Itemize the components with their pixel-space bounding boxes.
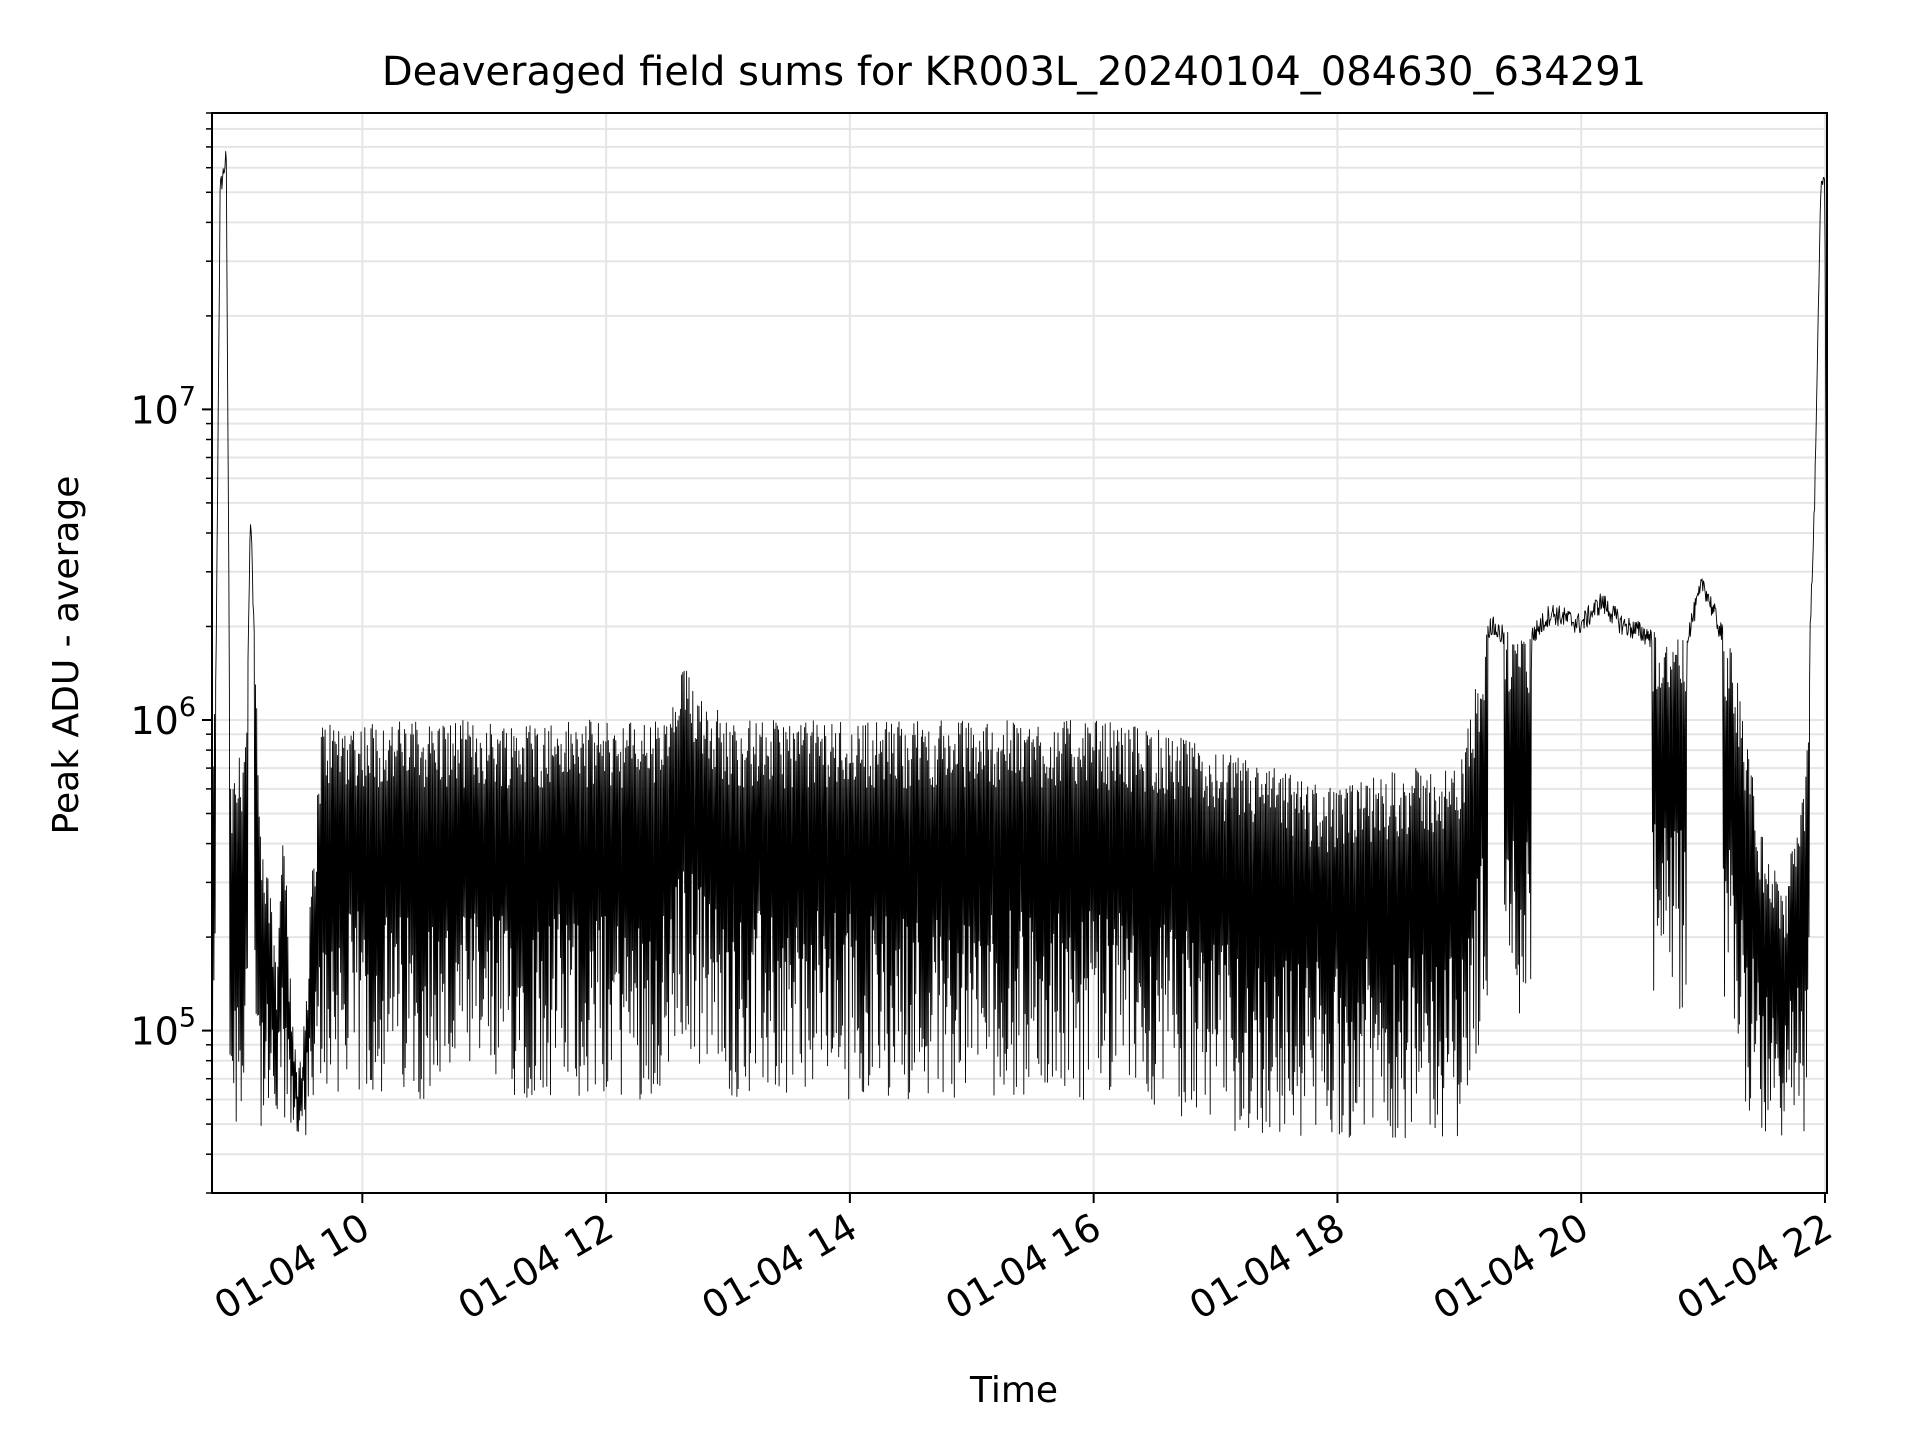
series-line xyxy=(211,151,1828,1139)
plot-frame xyxy=(211,112,1828,1194)
y-tick-label: 106 xyxy=(130,692,196,743)
y-tick-label: 107 xyxy=(130,381,196,432)
x-axis-label: Time xyxy=(969,1370,1058,1411)
y-axis-label: Peak ADU - average xyxy=(46,476,87,835)
chart-title: Deaveraged field sums for KR003L_2024010… xyxy=(382,49,1646,95)
y-tick-label: 105 xyxy=(130,1003,196,1054)
data-layer xyxy=(211,151,1828,1139)
